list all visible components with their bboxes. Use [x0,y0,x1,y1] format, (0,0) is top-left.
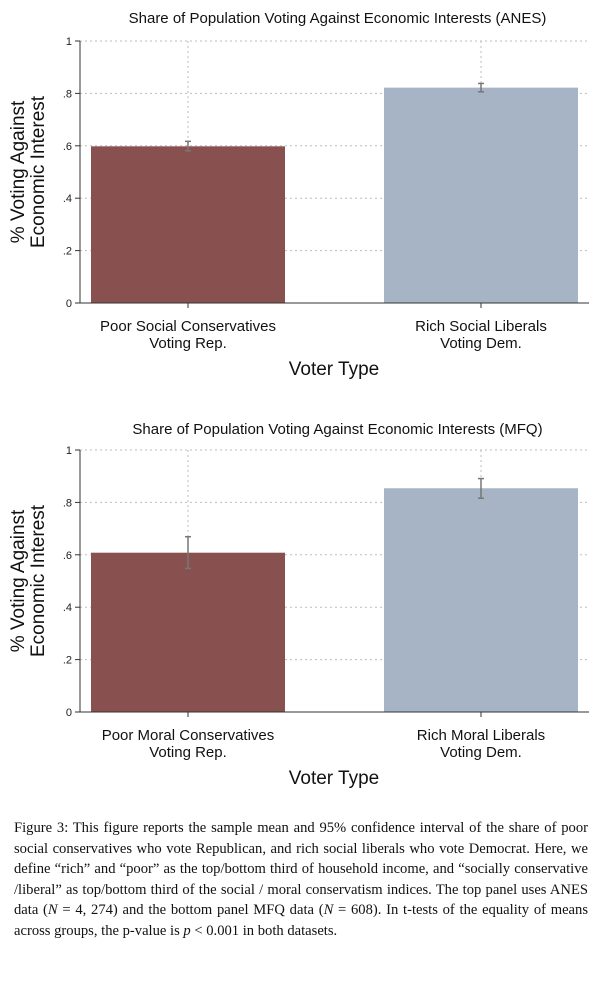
y-tick-label: .2 [63,246,72,258]
chart-title: Share of Population Voting Against Econo… [132,421,542,438]
x-category-label: Poor Social Conservatives [100,318,276,335]
caption-text: in both datasets. [239,922,338,939]
y-axis-title: % Voting Against [8,100,29,243]
y-axis-title: % Voting Against [8,509,29,652]
bar [384,488,578,712]
y-axis-title: Economic Interest [28,504,49,657]
y-tick-label: 1 [66,445,72,457]
x-axis-title: Voter Type [289,768,380,789]
x-axis-title: Voter Type [289,359,380,380]
x-category-label: Voting Rep. [149,335,227,352]
x-category-label: Voting Dem. [440,335,522,352]
y-axis-title: Economic Interest [28,95,49,248]
caption-text: ). In t-tests of the equality of means a… [14,902,589,939]
y-tick-label: .6 [63,550,72,562]
y-tick-label: 0 [66,707,72,719]
x-category-label: Voting Rep. [149,744,227,761]
y-tick-label: .6 [63,141,72,153]
chart-title: Share of Population Voting Against Econo… [129,10,547,27]
x-category-label: Rich Social Liberals [415,318,547,335]
y-tick-label: 0 [66,298,72,310]
caption-n-value: = 4, 274 [57,902,113,918]
x-category-label: Poor Moral Conservatives [102,727,275,744]
caption-p-variable: p [183,922,191,939]
caption-text: ) and the bottom panel MFQ data ( [112,902,324,918]
y-tick-label: .8 [63,497,72,509]
caption-n-value: = 608 [333,902,373,918]
y-tick-label: .8 [63,88,72,100]
bottom-chart-panel: Share of Population Voting Against Econo… [8,421,589,789]
bar [384,87,578,303]
y-tick-label: .4 [63,193,72,205]
caption-text: Figure 3: This figure reports the sample… [14,820,588,918]
y-tick-label: .2 [63,655,72,667]
bar [91,146,285,303]
figure-caption: Figure 3: This figure reports the sample… [14,818,588,941]
top-chart-panel: Share of Population Voting Against Econo… [8,10,589,380]
caption-n-variable: N [47,902,58,918]
y-tick-label: 1 [66,36,72,48]
y-tick-label: .4 [63,602,72,614]
x-category-label: Rich Moral Liberals [417,727,545,744]
figure: Share of Population Voting Against Econo… [8,10,589,789]
caption-n-variable: N [323,902,334,918]
bar [91,552,285,712]
caption-p-value: < 0.001 [190,922,240,939]
x-category-label: Voting Dem. [440,744,522,761]
